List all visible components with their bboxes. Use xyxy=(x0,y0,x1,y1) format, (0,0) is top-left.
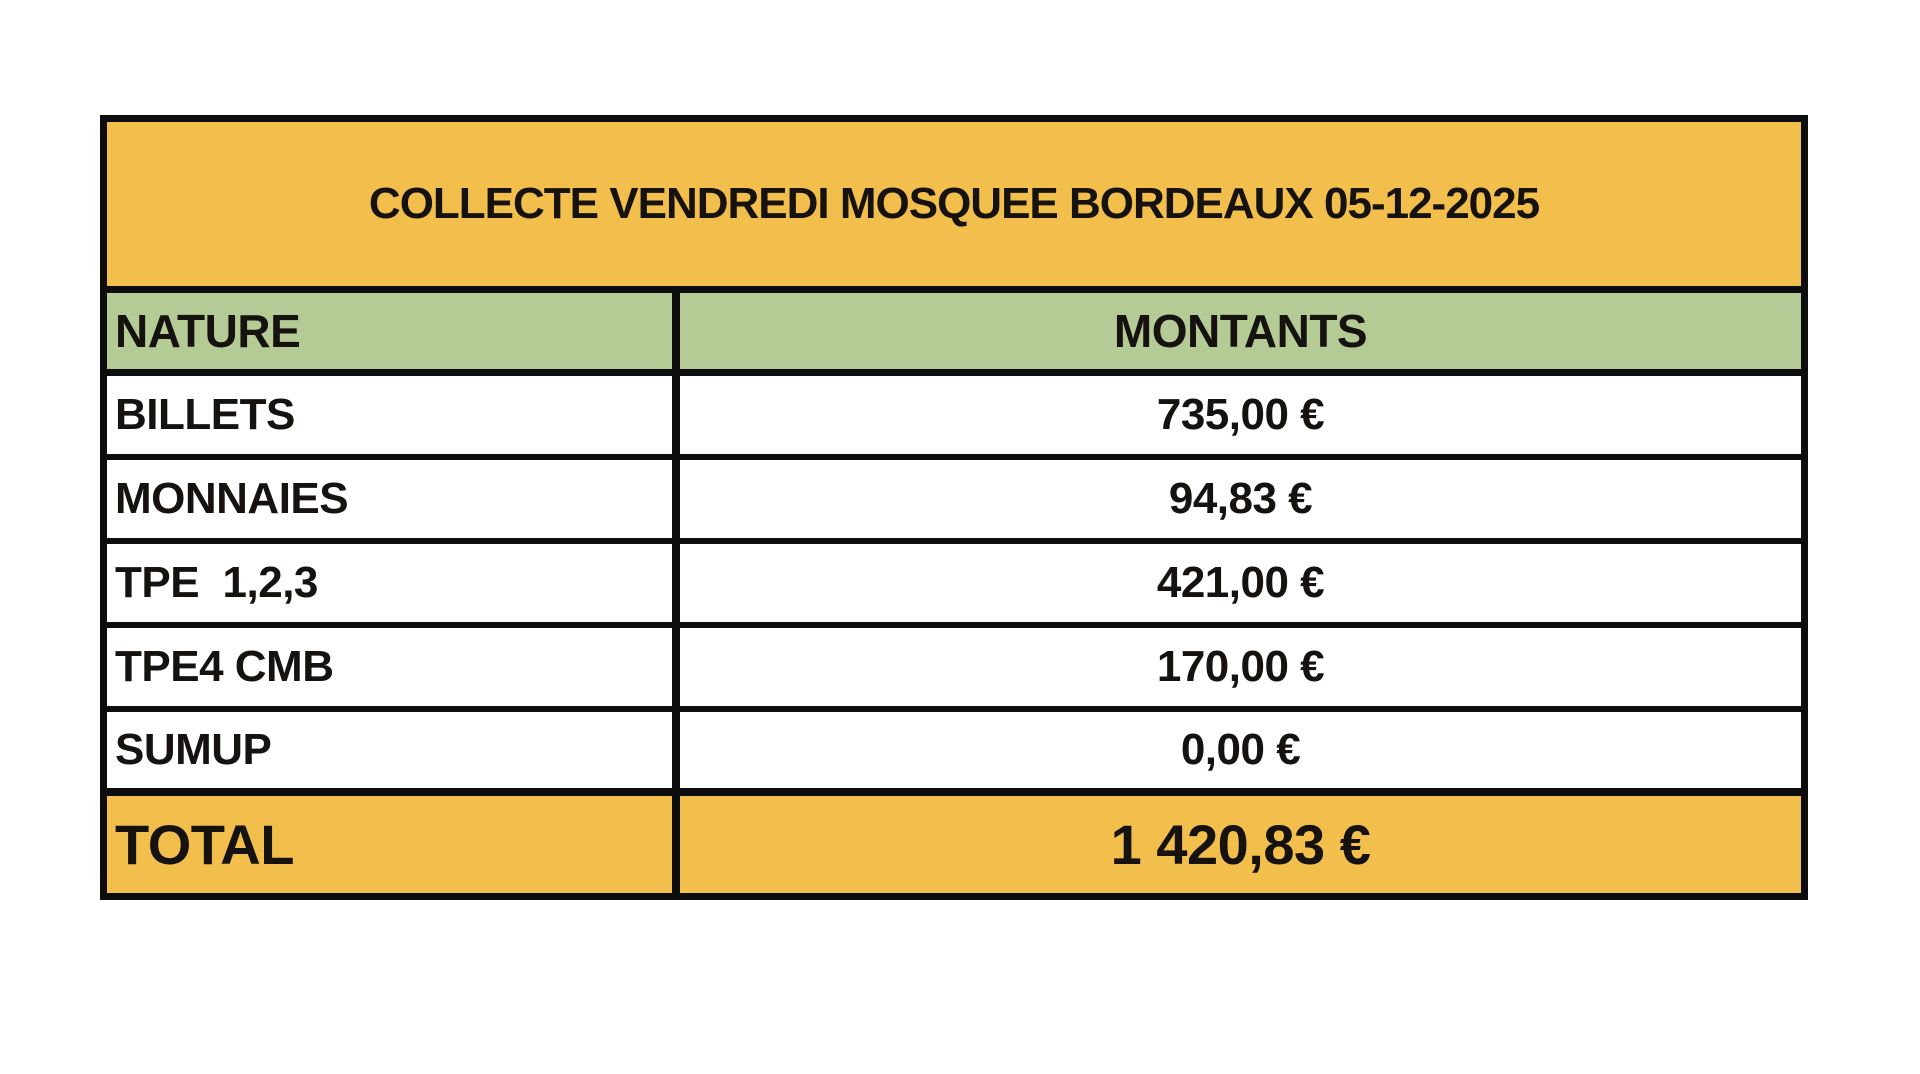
header-cell-montants: MONTANTS xyxy=(680,293,1801,369)
row-label: TPE4 CMB xyxy=(115,642,334,691)
cell-nature: TPE 1,2,3 xyxy=(107,544,680,622)
total-cell-value: 1 420,83 € xyxy=(680,796,1801,893)
header-cell-nature: NATURE xyxy=(107,293,680,369)
table-title: COLLECTE VENDREDI MOSQUEE BORDEAUX 05-12… xyxy=(368,179,1540,228)
table-header-row: NATURE MONTANTS xyxy=(107,293,1801,376)
row-value: 421,00 € xyxy=(1156,558,1325,607)
table-row-tpe123: TPE 1,2,3 421,00 € xyxy=(107,544,1801,628)
table-row-sumup: SUMUP 0,00 € xyxy=(107,712,1801,796)
total-label: TOTAL xyxy=(115,813,294,876)
row-value: 0,00 € xyxy=(1180,725,1301,774)
cell-montant: 94,83 € xyxy=(680,460,1801,538)
row-label: TPE 1,2,3 xyxy=(115,558,318,607)
row-value: 94,83 € xyxy=(1168,474,1313,523)
cell-montant: 735,00 € xyxy=(680,376,1801,454)
cell-nature: MONNAIES xyxy=(107,460,680,538)
row-label: SUMUP xyxy=(115,725,272,774)
cell-montant: 0,00 € xyxy=(680,712,1801,788)
table-row-billets: BILLETS 735,00 € xyxy=(107,376,1801,460)
cell-montant: 170,00 € xyxy=(680,628,1801,706)
cell-montant: 421,00 € xyxy=(680,544,1801,622)
header-montants-label: MONTANTS xyxy=(1113,305,1368,357)
total-cell-label: TOTAL xyxy=(107,796,680,893)
total-value: 1 420,83 € xyxy=(1110,813,1371,876)
table-row-monnaies: MONNAIES 94,83 € xyxy=(107,460,1801,544)
table-title-row: COLLECTE VENDREDI MOSQUEE BORDEAUX 05-12… xyxy=(107,122,1801,293)
table-total-row: TOTAL 1 420,83 € xyxy=(107,796,1801,893)
row-label: MONNAIES xyxy=(115,474,349,523)
cell-nature: BILLETS xyxy=(107,376,680,454)
row-value: 170,00 € xyxy=(1156,642,1325,691)
collection-table: COLLECTE VENDREDI MOSQUEE BORDEAUX 05-12… xyxy=(100,115,1808,900)
cell-nature: SUMUP xyxy=(107,712,680,788)
row-value: 735,00 € xyxy=(1156,390,1325,439)
header-nature-label: NATURE xyxy=(115,305,301,357)
cell-nature: TPE4 CMB xyxy=(107,628,680,706)
table-row-tpe4cmb: TPE4 CMB 170,00 € xyxy=(107,628,1801,712)
row-label: BILLETS xyxy=(115,390,295,439)
